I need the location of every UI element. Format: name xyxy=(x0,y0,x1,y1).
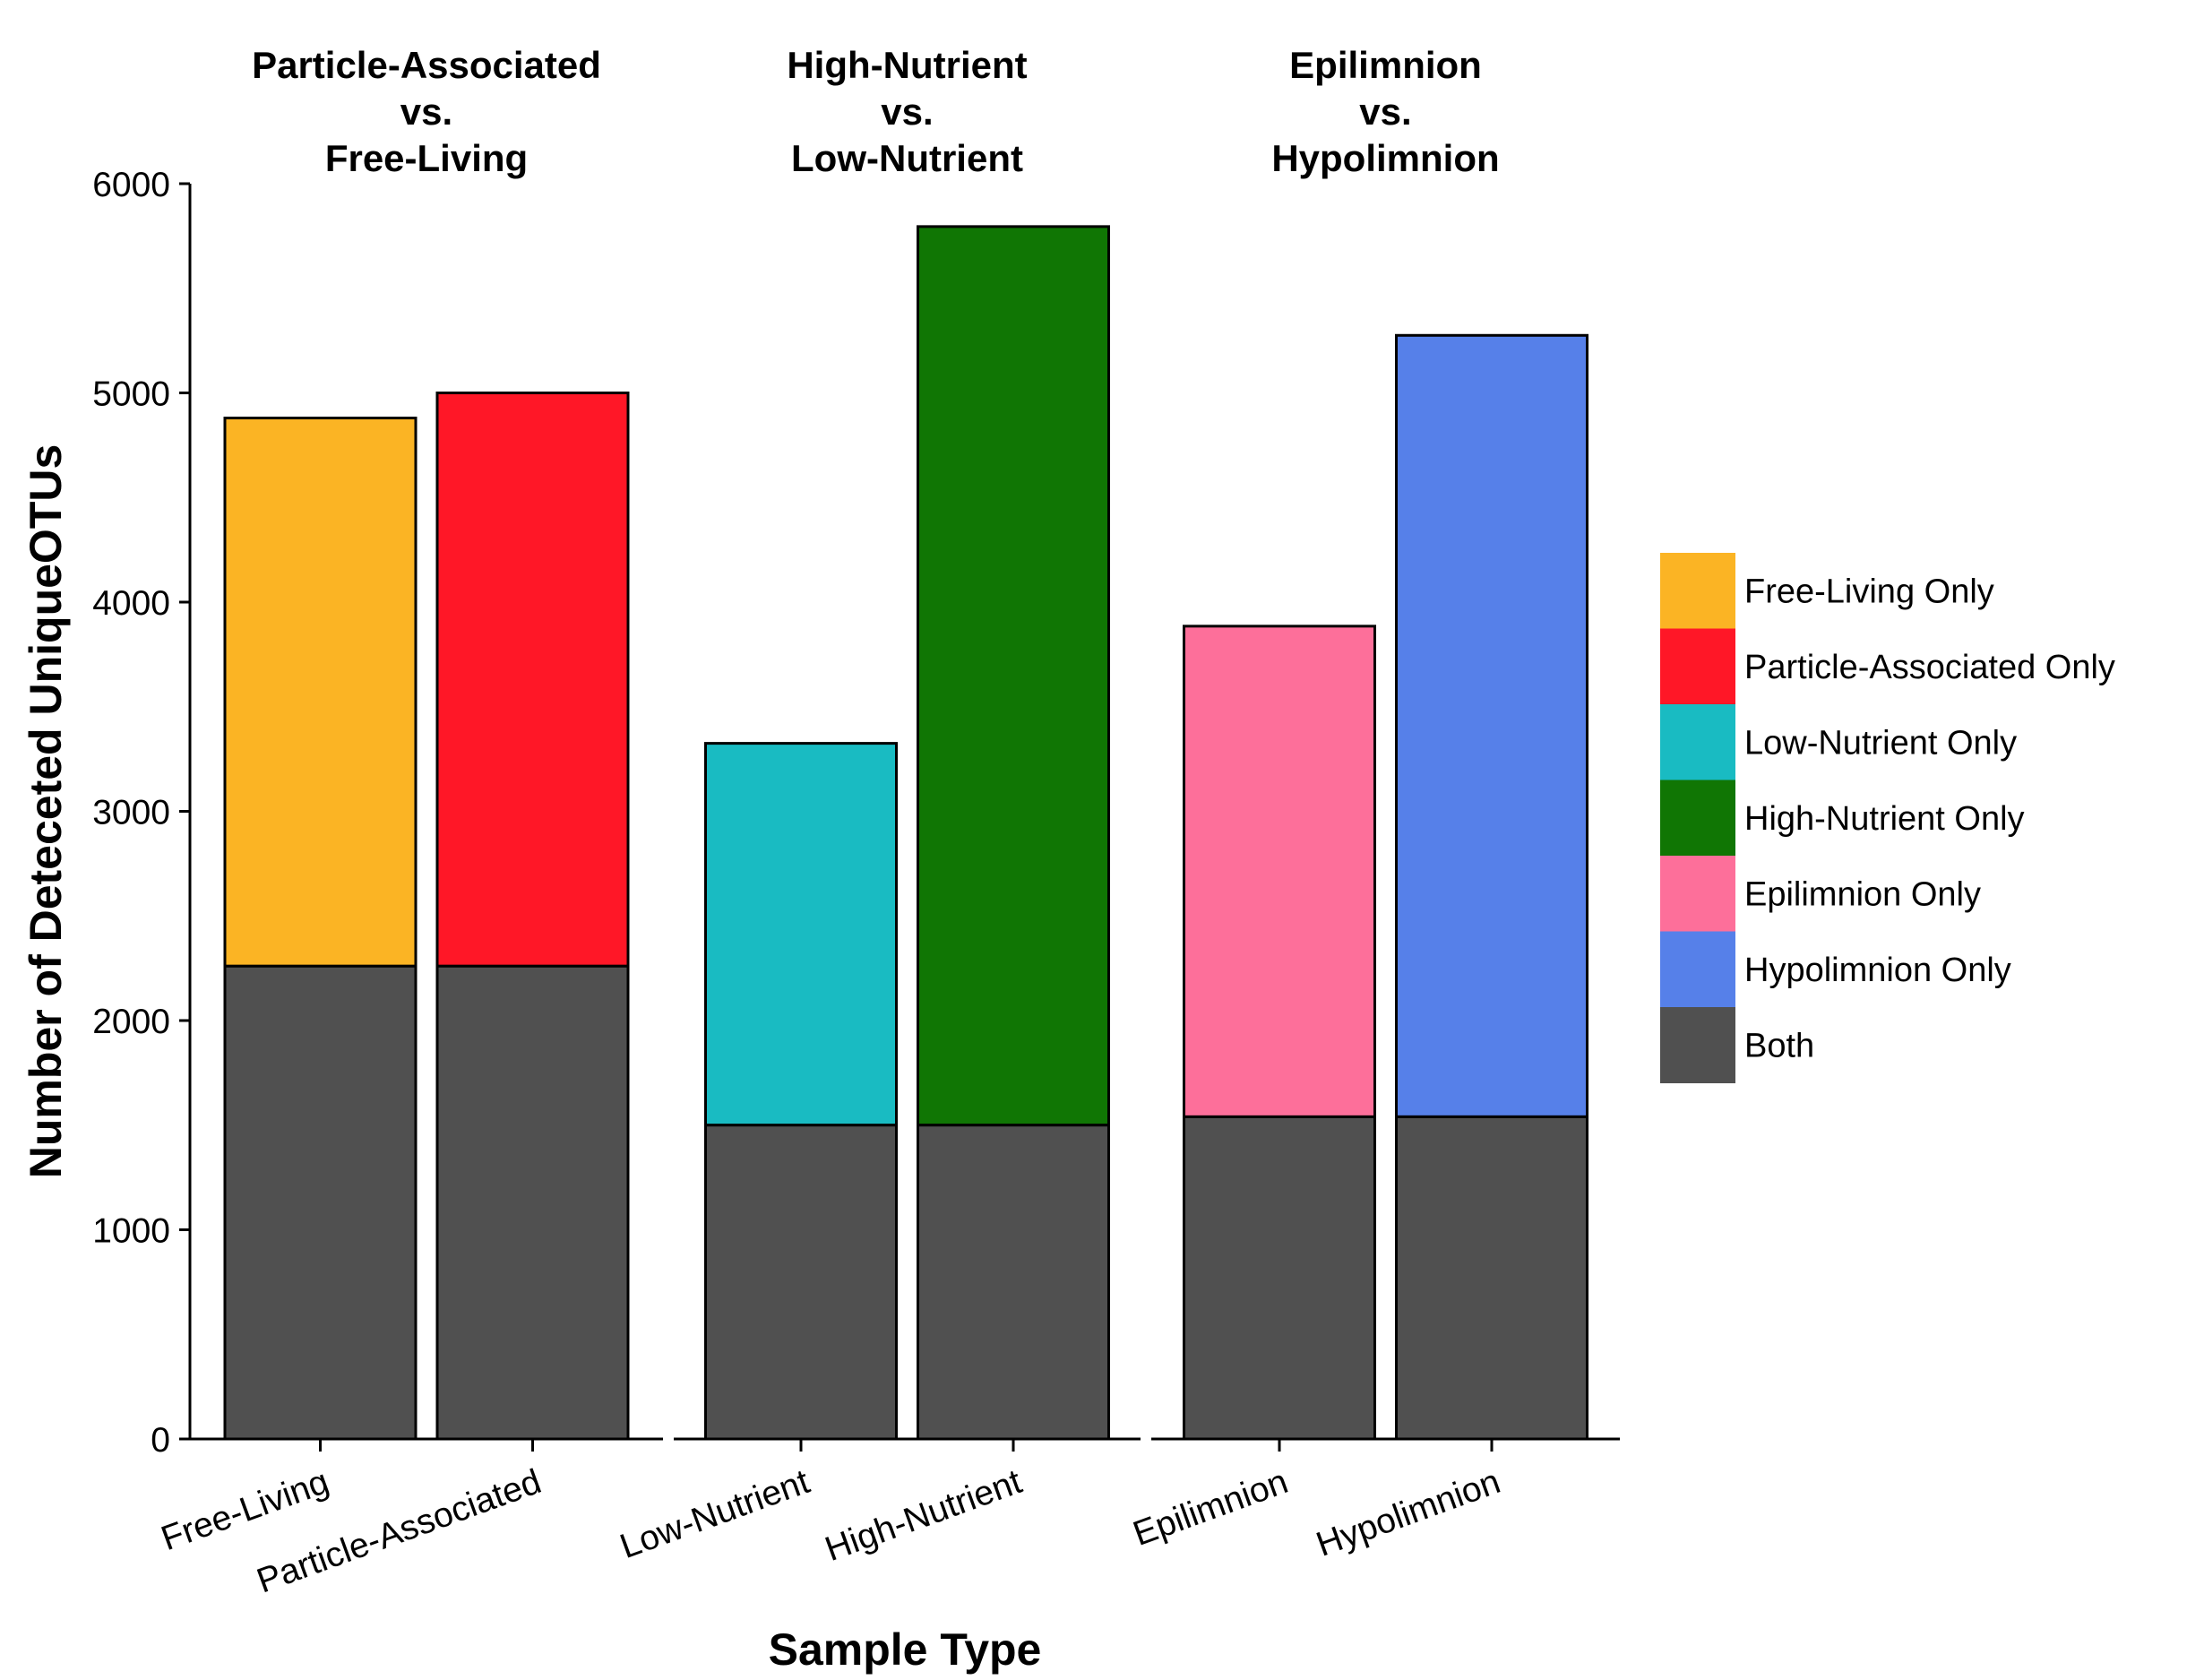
facet-title: vs. xyxy=(400,90,452,133)
legend-key xyxy=(1660,931,1735,1008)
x-tick-label: Low-Nutrient xyxy=(616,1462,815,1566)
facet-title: Hypolimnion xyxy=(1271,137,1499,179)
legend-key xyxy=(1660,553,1735,629)
y-tick-label: 1000 xyxy=(92,1212,170,1251)
facet-title: Free-Living xyxy=(325,137,528,179)
legend-key xyxy=(1660,856,1735,932)
bar-segment-both xyxy=(223,964,418,1441)
bar-segment-particle-associated-only xyxy=(435,392,630,968)
x-tick-label: Epilimnion xyxy=(1128,1462,1293,1554)
legend-label: Particle-Associated Only xyxy=(1744,649,2115,686)
y-tick-label: 6000 xyxy=(92,166,170,204)
facet-title: Epilimnion xyxy=(1289,44,1482,86)
facet-title: vs. xyxy=(1359,90,1411,133)
facet-title: High-Nutrient xyxy=(787,44,1027,86)
legend-label: Free-Living Only xyxy=(1744,573,1994,610)
y-tick-label: 0 xyxy=(151,1421,170,1460)
bar-segment-both xyxy=(917,1124,1110,1441)
bar-segment-epilimnion-only xyxy=(1183,625,1376,1118)
legend-label: Hypolimnion Only xyxy=(1744,952,2011,989)
facet-title: Particle-Associated xyxy=(252,44,601,86)
legend-key xyxy=(1660,704,1735,780)
legend-label: Low-Nutrient Only xyxy=(1744,724,2017,762)
y-tick-label: 4000 xyxy=(92,584,170,623)
bar-segment-free-living-only xyxy=(223,417,418,968)
y-tick-label: 3000 xyxy=(92,794,170,832)
bar-segment-high-nutrient-only xyxy=(917,225,1110,1127)
legend-label: Both xyxy=(1744,1027,1814,1064)
y-tick-label: 5000 xyxy=(92,375,170,414)
legend-key xyxy=(1660,628,1735,705)
y-tick-label: 2000 xyxy=(92,1003,170,1041)
legend-key xyxy=(1660,780,1735,857)
y-axis-title: Number of Deteceted UniqueOTUs xyxy=(21,444,71,1179)
bar-segment-both xyxy=(1395,1115,1588,1441)
bar-segment-both xyxy=(1183,1115,1376,1441)
x-axis-title: Sample Type xyxy=(769,1624,1042,1675)
bar-segment-hypolimnion-only xyxy=(1395,333,1588,1118)
bar-segment-low-nutrient-only xyxy=(704,742,898,1127)
facet-title: Low-Nutrient xyxy=(791,137,1023,179)
bar-segment-both xyxy=(704,1124,898,1441)
facet-title: vs. xyxy=(881,90,933,133)
legend-label: High-Nutrient Only xyxy=(1744,800,2025,838)
legend-label: Epilimnion Only xyxy=(1744,875,1981,913)
x-tick-label: Hypolimnion xyxy=(1312,1462,1505,1564)
bar-segment-both xyxy=(435,964,630,1441)
legend-key xyxy=(1660,1007,1735,1083)
x-tick-label: High-Nutrient xyxy=(820,1462,1027,1569)
